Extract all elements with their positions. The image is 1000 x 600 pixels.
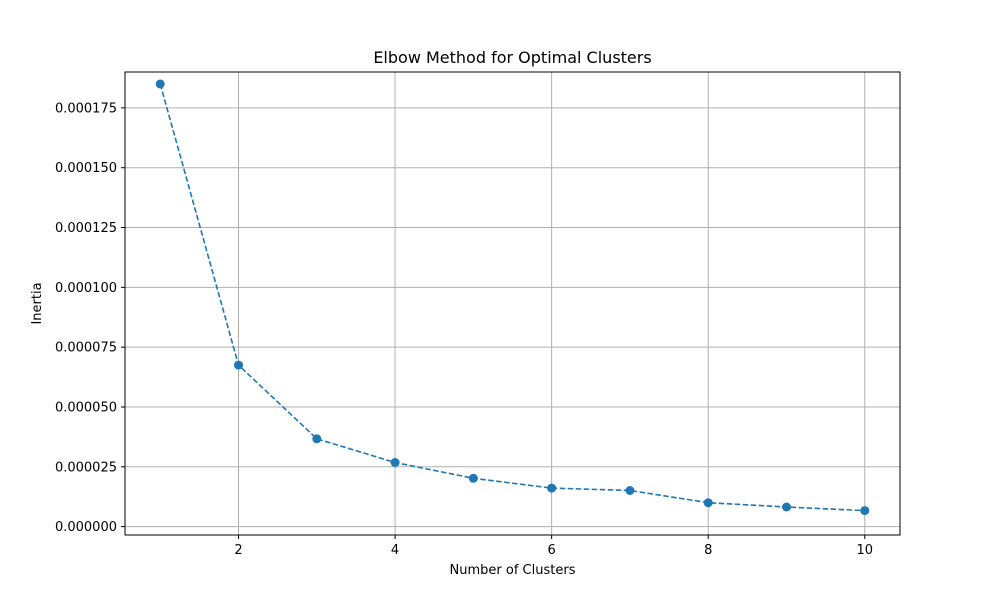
series-layer [155, 79, 870, 516]
x-tick-label: 10 [856, 543, 873, 558]
y-tick-label: 0.000000 [55, 520, 117, 535]
y-tick-label: 0.000175 [55, 101, 117, 116]
y-axis-ticks: 0.000000 0.000025 0.000050 0.000075 0.000100… [55, 101, 125, 535]
y-tick-label: 0.000125 [55, 221, 117, 236]
x-axis-label: Number of Clusters [450, 563, 576, 578]
axes [124, 71, 901, 536]
series-line [159, 83, 865, 512]
y-tick-label: 0.000075 [55, 341, 117, 356]
data-point [234, 360, 244, 370]
data-point [547, 483, 557, 493]
data-point [781, 502, 791, 512]
x-tick-label: 2 [234, 543, 242, 558]
x-tick-label: 8 [704, 543, 712, 558]
plot-area-frame [124, 71, 901, 536]
y-tick-label: 0.000100 [55, 281, 117, 296]
y-tick-label: 0.000050 [55, 400, 117, 415]
data-point [625, 485, 635, 495]
data-point [703, 498, 713, 508]
y-tick-label: 0.000025 [55, 460, 117, 475]
data-point [468, 473, 478, 483]
x-tick-label: 6 [548, 543, 556, 558]
y-tick-label: 0.000150 [55, 161, 117, 176]
y-axis-label: Inertia [30, 282, 45, 324]
data-point [860, 506, 870, 516]
data-point [155, 79, 165, 89]
data-point [312, 434, 322, 444]
data-point [390, 457, 400, 467]
chart-title: Elbow Method for Optimal Clusters [373, 48, 651, 67]
grid [125, 72, 900, 535]
x-tick-label: 4 [391, 543, 399, 558]
x-axis-ticks: 2 4 6 8 10 [234, 535, 873, 558]
